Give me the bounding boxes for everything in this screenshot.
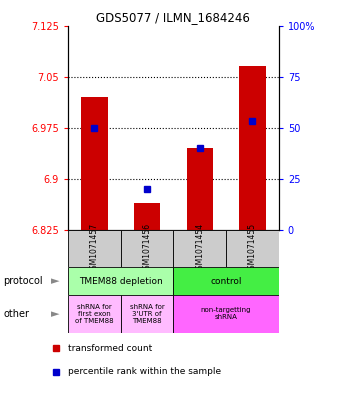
Title: GDS5077 / ILMN_1684246: GDS5077 / ILMN_1684246 (97, 11, 250, 24)
Bar (81, 97, 107, 230)
Bar (173, 295, 279, 332)
Text: percentile rank within the sample: percentile rank within the sample (68, 367, 221, 376)
Text: shRNA for
3'UTR of
TMEM88: shRNA for 3'UTR of TMEM88 (130, 304, 165, 324)
Bar (68, 267, 173, 295)
Bar (121, 230, 173, 267)
Bar (134, 203, 160, 230)
Bar (173, 267, 279, 295)
Text: GSM1071455: GSM1071455 (248, 223, 257, 274)
Text: control: control (210, 277, 242, 286)
Bar (239, 66, 266, 230)
Text: GSM1071454: GSM1071454 (195, 223, 204, 274)
Text: GSM1071457: GSM1071457 (90, 223, 99, 274)
Text: shRNA for
first exon
of TMEM88: shRNA for first exon of TMEM88 (75, 304, 114, 324)
Bar (226, 230, 279, 267)
Text: TMEM88 depletion: TMEM88 depletion (79, 277, 163, 286)
Text: other: other (3, 309, 29, 319)
Text: transformed count: transformed count (68, 344, 152, 353)
Bar (173, 230, 226, 267)
Text: ►: ► (51, 309, 60, 319)
Text: non-targetting
shRNA: non-targetting shRNA (201, 307, 251, 320)
Bar (68, 295, 121, 332)
Bar (121, 295, 173, 332)
Text: protocol: protocol (3, 276, 43, 286)
Bar (187, 148, 213, 230)
Text: GSM1071456: GSM1071456 (142, 223, 152, 274)
Bar (68, 230, 121, 267)
Text: ►: ► (51, 276, 60, 286)
